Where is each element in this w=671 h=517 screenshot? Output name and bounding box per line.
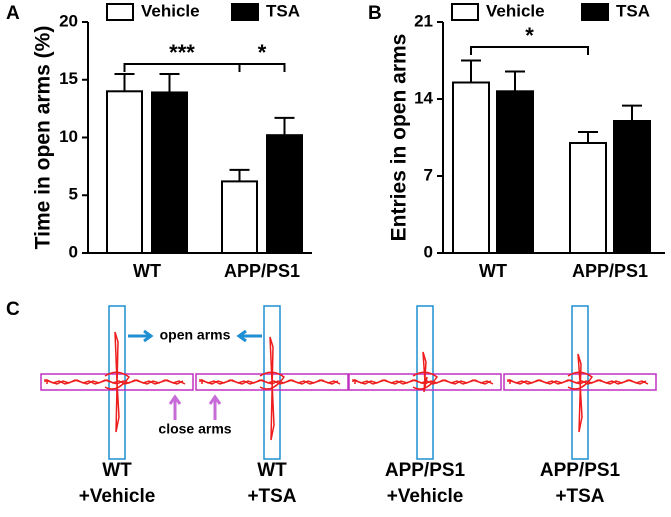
- y-tick-label: 15: [59, 69, 78, 88]
- trace: [507, 353, 649, 433]
- trace: [199, 336, 341, 441]
- arrow: [168, 394, 182, 420]
- legend-label: Vehicle: [141, 1, 200, 20]
- y-tick-label: 21: [414, 11, 433, 30]
- group-label: APP/PS1: [540, 460, 621, 481]
- arrow: [208, 394, 222, 420]
- bar: [496, 90, 534, 254]
- bar: [221, 180, 258, 254]
- bar: [106, 90, 143, 254]
- x-tick-label: WT: [133, 261, 161, 281]
- bar: [266, 134, 303, 254]
- arrow-label: open arms: [160, 327, 231, 343]
- panel-label: B: [368, 3, 382, 24]
- legend-label: TSA: [616, 1, 650, 20]
- trace: [44, 331, 186, 433]
- legend-swatch: [231, 3, 259, 21]
- significance-bracket: [238, 63, 286, 72]
- group-label: WT: [257, 460, 287, 481]
- y-axis-title: Time in open arms (%): [32, 26, 55, 250]
- y-tick-label: 10: [59, 127, 78, 146]
- group-label: +TSA: [247, 486, 296, 507]
- bar: [452, 81, 490, 254]
- y-tick-label: 20: [59, 11, 78, 30]
- significance-label: ***: [169, 40, 195, 65]
- group-label: +Vehicle: [387, 486, 464, 507]
- y-tick-label: 14: [414, 88, 433, 107]
- trace: [352, 351, 494, 393]
- group-label: WT: [102, 460, 132, 481]
- x-tick-label: APP/PS1: [572, 261, 648, 281]
- y-tick-label: 0: [69, 242, 78, 261]
- y-tick-label: 5: [69, 185, 78, 204]
- group-label: +TSA: [555, 486, 604, 507]
- bar: [569, 142, 607, 254]
- x-tick-label: WT: [479, 261, 507, 281]
- panel-label: A: [6, 3, 20, 24]
- significance-label: *: [525, 23, 534, 48]
- bar: [151, 91, 188, 254]
- significance-bracket: [470, 46, 589, 55]
- group-label: +Vehicle: [79, 486, 156, 507]
- significance-bracket: [123, 63, 241, 72]
- group-label: APP/PS1: [385, 460, 466, 481]
- y-axis-title: Entries in open arms: [388, 34, 411, 242]
- significance-label: *: [258, 40, 267, 65]
- y-tick-label: 0: [424, 242, 433, 261]
- arrow: [128, 329, 154, 343]
- legend-label: Vehicle: [486, 1, 545, 20]
- y-tick-label: 7: [424, 165, 433, 184]
- bar: [613, 120, 651, 254]
- x-tick-label: APP/PS1: [224, 261, 300, 281]
- arrow-label: close arms: [158, 421, 231, 437]
- legend-swatch: [581, 3, 609, 21]
- maze-panel: C WT +Vehicle WT +TSA APP/PS1 +Vehicle APP/PS1 +…: [6, 299, 657, 507]
- legend-swatch: [106, 3, 134, 21]
- panel-label: C: [6, 299, 20, 320]
- legend-swatch: [451, 3, 479, 21]
- arrow: [236, 329, 262, 343]
- legend-label: TSA: [266, 1, 300, 20]
